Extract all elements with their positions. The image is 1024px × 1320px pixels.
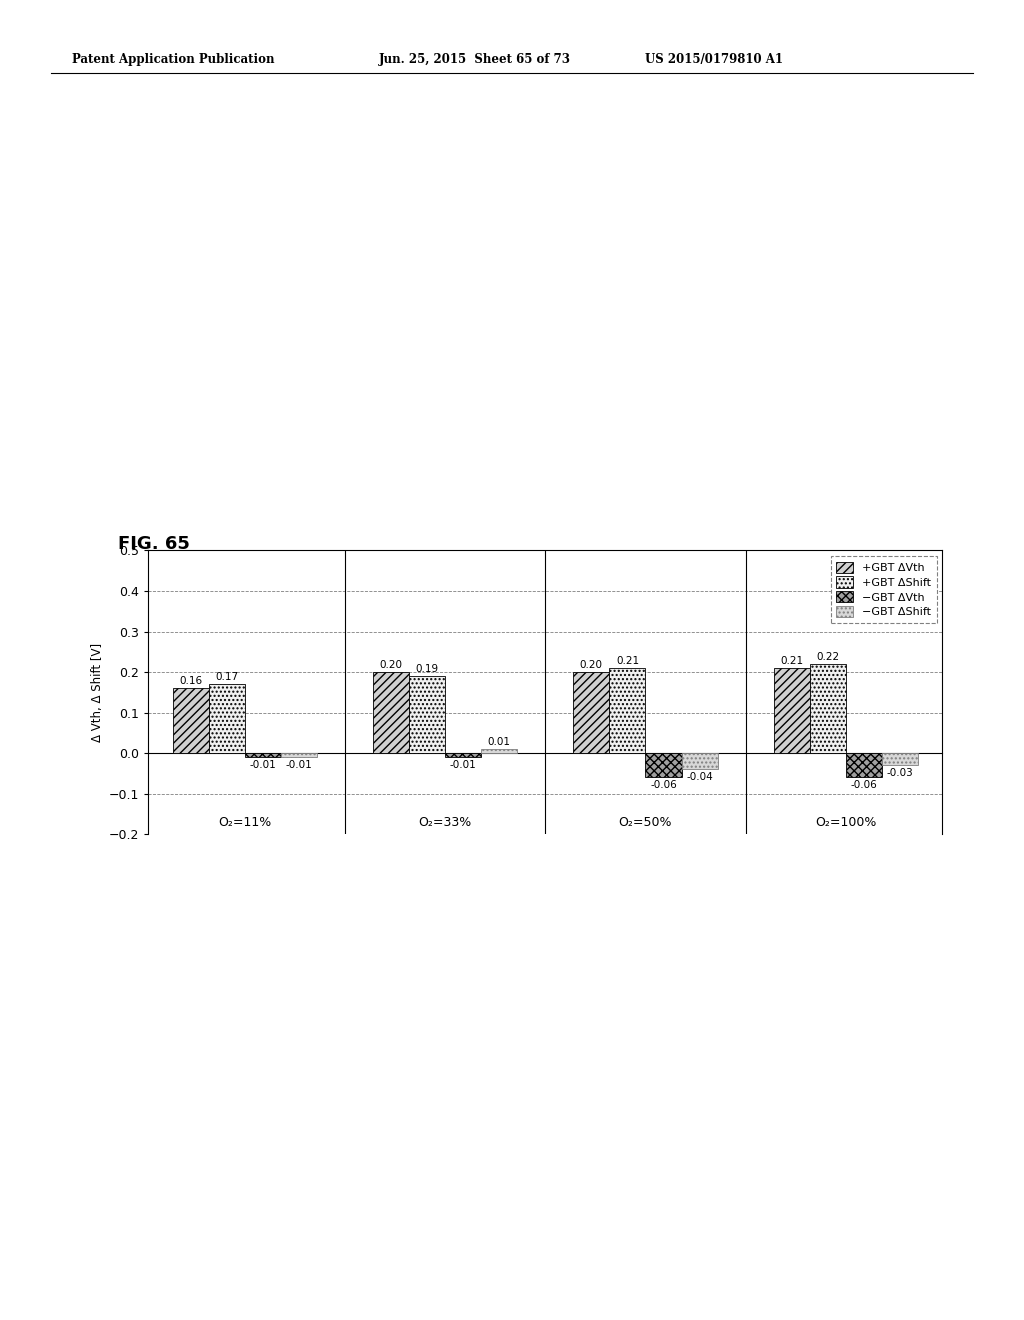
Text: 0.16: 0.16 <box>179 676 202 686</box>
Bar <box>409 676 445 754</box>
Text: O₂=33%: O₂=33% <box>419 816 472 829</box>
Bar <box>373 672 409 754</box>
Bar <box>882 754 919 766</box>
Text: 0.01: 0.01 <box>487 737 511 747</box>
Text: 0.17: 0.17 <box>215 672 239 682</box>
Bar <box>645 754 682 777</box>
Bar <box>573 672 609 754</box>
Bar <box>609 668 645 754</box>
Text: 0.21: 0.21 <box>615 656 639 665</box>
Text: -0.04: -0.04 <box>686 772 713 781</box>
Bar <box>281 754 316 758</box>
Text: O₂=50%: O₂=50% <box>618 816 672 829</box>
Text: O₂=100%: O₂=100% <box>815 816 877 829</box>
Bar <box>172 688 209 754</box>
Text: -0.03: -0.03 <box>887 768 913 777</box>
Bar <box>445 754 481 758</box>
Text: Jun. 25, 2015  Sheet 65 of 73: Jun. 25, 2015 Sheet 65 of 73 <box>379 53 571 66</box>
Text: FIG. 65: FIG. 65 <box>118 535 189 553</box>
Text: 0.22: 0.22 <box>816 652 840 661</box>
Text: -0.01: -0.01 <box>286 759 312 770</box>
Text: 0.21: 0.21 <box>780 656 804 665</box>
Text: O₂=11%: O₂=11% <box>218 816 271 829</box>
Bar <box>245 754 281 758</box>
Text: 0.19: 0.19 <box>416 664 438 673</box>
Text: 0.20: 0.20 <box>580 660 603 669</box>
Text: Patent Application Publication: Patent Application Publication <box>72 53 274 66</box>
Text: 0.20: 0.20 <box>380 660 402 669</box>
Text: US 2015/0179810 A1: US 2015/0179810 A1 <box>645 53 783 66</box>
Text: -0.01: -0.01 <box>249 759 276 770</box>
Text: -0.06: -0.06 <box>851 780 878 789</box>
Bar <box>682 754 718 770</box>
Text: -0.06: -0.06 <box>650 780 677 789</box>
Bar <box>774 668 810 754</box>
Bar <box>810 664 846 754</box>
Bar <box>846 754 882 777</box>
Text: -0.01: -0.01 <box>450 759 476 770</box>
Bar <box>209 684 245 754</box>
Bar <box>481 750 517 754</box>
Y-axis label: Δ Vth, Δ Shift [V]: Δ Vth, Δ Shift [V] <box>90 643 103 742</box>
Legend: +GBT ΔVth, +GBT ΔShift, −GBT ΔVth, −GBT ΔShift: +GBT ΔVth, +GBT ΔShift, −GBT ΔVth, −GBT … <box>830 556 937 623</box>
